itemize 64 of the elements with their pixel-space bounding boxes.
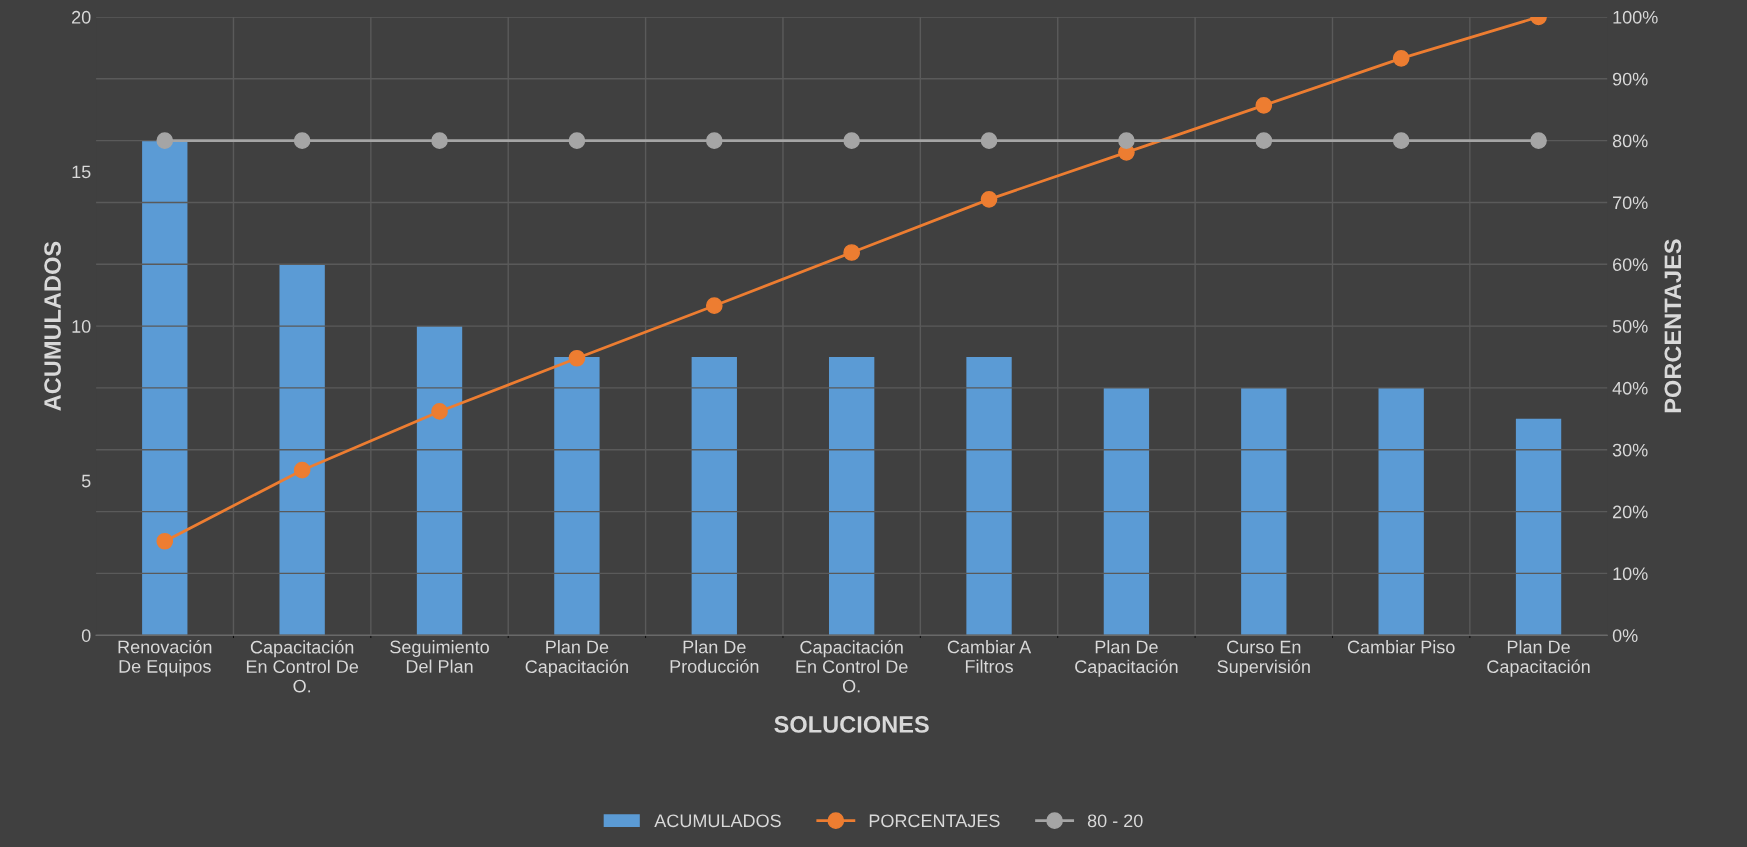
point bbox=[1392, 132, 1410, 149]
point bbox=[1118, 132, 1135, 149]
point bbox=[431, 403, 448, 420]
x-tick-label: Capacitación En Control De O. bbox=[246, 640, 359, 693]
point bbox=[1255, 97, 1273, 114]
y2-tick-label: 60% bbox=[1613, 258, 1648, 271]
x-tick-label: Seguimiento Del Plan bbox=[390, 640, 489, 673]
legend-label: PORCENTAJES bbox=[869, 814, 1000, 828]
y2-tick-label: 30% bbox=[1612, 443, 1648, 457]
bar bbox=[142, 140, 188, 636]
y2-tick-label: 0% bbox=[1612, 629, 1638, 642]
y2-axis-title: PORCENTAJES bbox=[1664, 239, 1682, 413]
bar bbox=[1515, 418, 1562, 636]
y-tick-label: 0 bbox=[81, 629, 91, 642]
point bbox=[156, 132, 174, 149]
y2-tick-label: 20% bbox=[1613, 505, 1648, 519]
point bbox=[156, 532, 174, 550]
bar bbox=[829, 357, 875, 636]
x-tick-label: Plan De Capacitación bbox=[525, 640, 628, 677]
y-tick-label: 10 bbox=[72, 320, 91, 333]
bar bbox=[691, 357, 737, 636]
point bbox=[568, 132, 586, 149]
y-axis-title: ACUMULADOS bbox=[44, 241, 61, 411]
x-tick-label: Plan De Capacitación bbox=[1487, 640, 1590, 677]
y2-tick-label: 70% bbox=[1613, 196, 1648, 210]
point bbox=[980, 191, 998, 208]
y2-tick-label: 100% bbox=[1613, 10, 1658, 24]
x-tick-label: Cambiar Piso bbox=[1347, 640, 1455, 654]
y-tick-label: 20 bbox=[72, 10, 91, 24]
legend-label: 80 - 20 bbox=[1087, 814, 1143, 828]
y-tick-label: 5 bbox=[81, 474, 91, 488]
y2-tick-label: 90% bbox=[1612, 72, 1648, 86]
point bbox=[1530, 132, 1547, 149]
point bbox=[293, 132, 311, 149]
y2-tick-label: 40% bbox=[1612, 381, 1648, 395]
x-tick-label: Plan De Capacitación bbox=[1075, 640, 1178, 677]
y2-tick-label: 50% bbox=[1612, 320, 1648, 333]
point bbox=[705, 297, 723, 315]
point bbox=[293, 461, 311, 479]
x-tick-label: Plan De Producción bbox=[670, 640, 759, 673]
y2-tick-label: 80% bbox=[1612, 134, 1648, 148]
x-tick-label: Curso En Supervisión bbox=[1217, 640, 1310, 677]
point bbox=[431, 132, 448, 149]
point bbox=[568, 349, 586, 367]
bar bbox=[279, 264, 325, 636]
bar bbox=[966, 357, 1012, 636]
x-axis-title: SOLUCIONES bbox=[774, 716, 929, 733]
legend-label: ACUMULADOS bbox=[654, 814, 781, 828]
x-tick-label: Renovación De Equipos bbox=[118, 639, 212, 677]
bar bbox=[1103, 387, 1150, 636]
point bbox=[1392, 50, 1410, 67]
point bbox=[705, 132, 723, 149]
bar bbox=[1241, 387, 1287, 636]
bar bbox=[554, 357, 600, 636]
bar bbox=[1378, 387, 1424, 636]
y-tick-label: 15 bbox=[72, 165, 91, 179]
x-tick-label: Cambiar A Filtros bbox=[947, 640, 1032, 673]
bar bbox=[416, 326, 463, 636]
point bbox=[980, 132, 998, 149]
point bbox=[843, 132, 860, 149]
x-tick-label: Capacitación En Control De O. bbox=[796, 640, 908, 693]
point bbox=[843, 244, 860, 261]
y2-tick-label: 10% bbox=[1613, 567, 1648, 581]
point bbox=[1255, 132, 1273, 149]
